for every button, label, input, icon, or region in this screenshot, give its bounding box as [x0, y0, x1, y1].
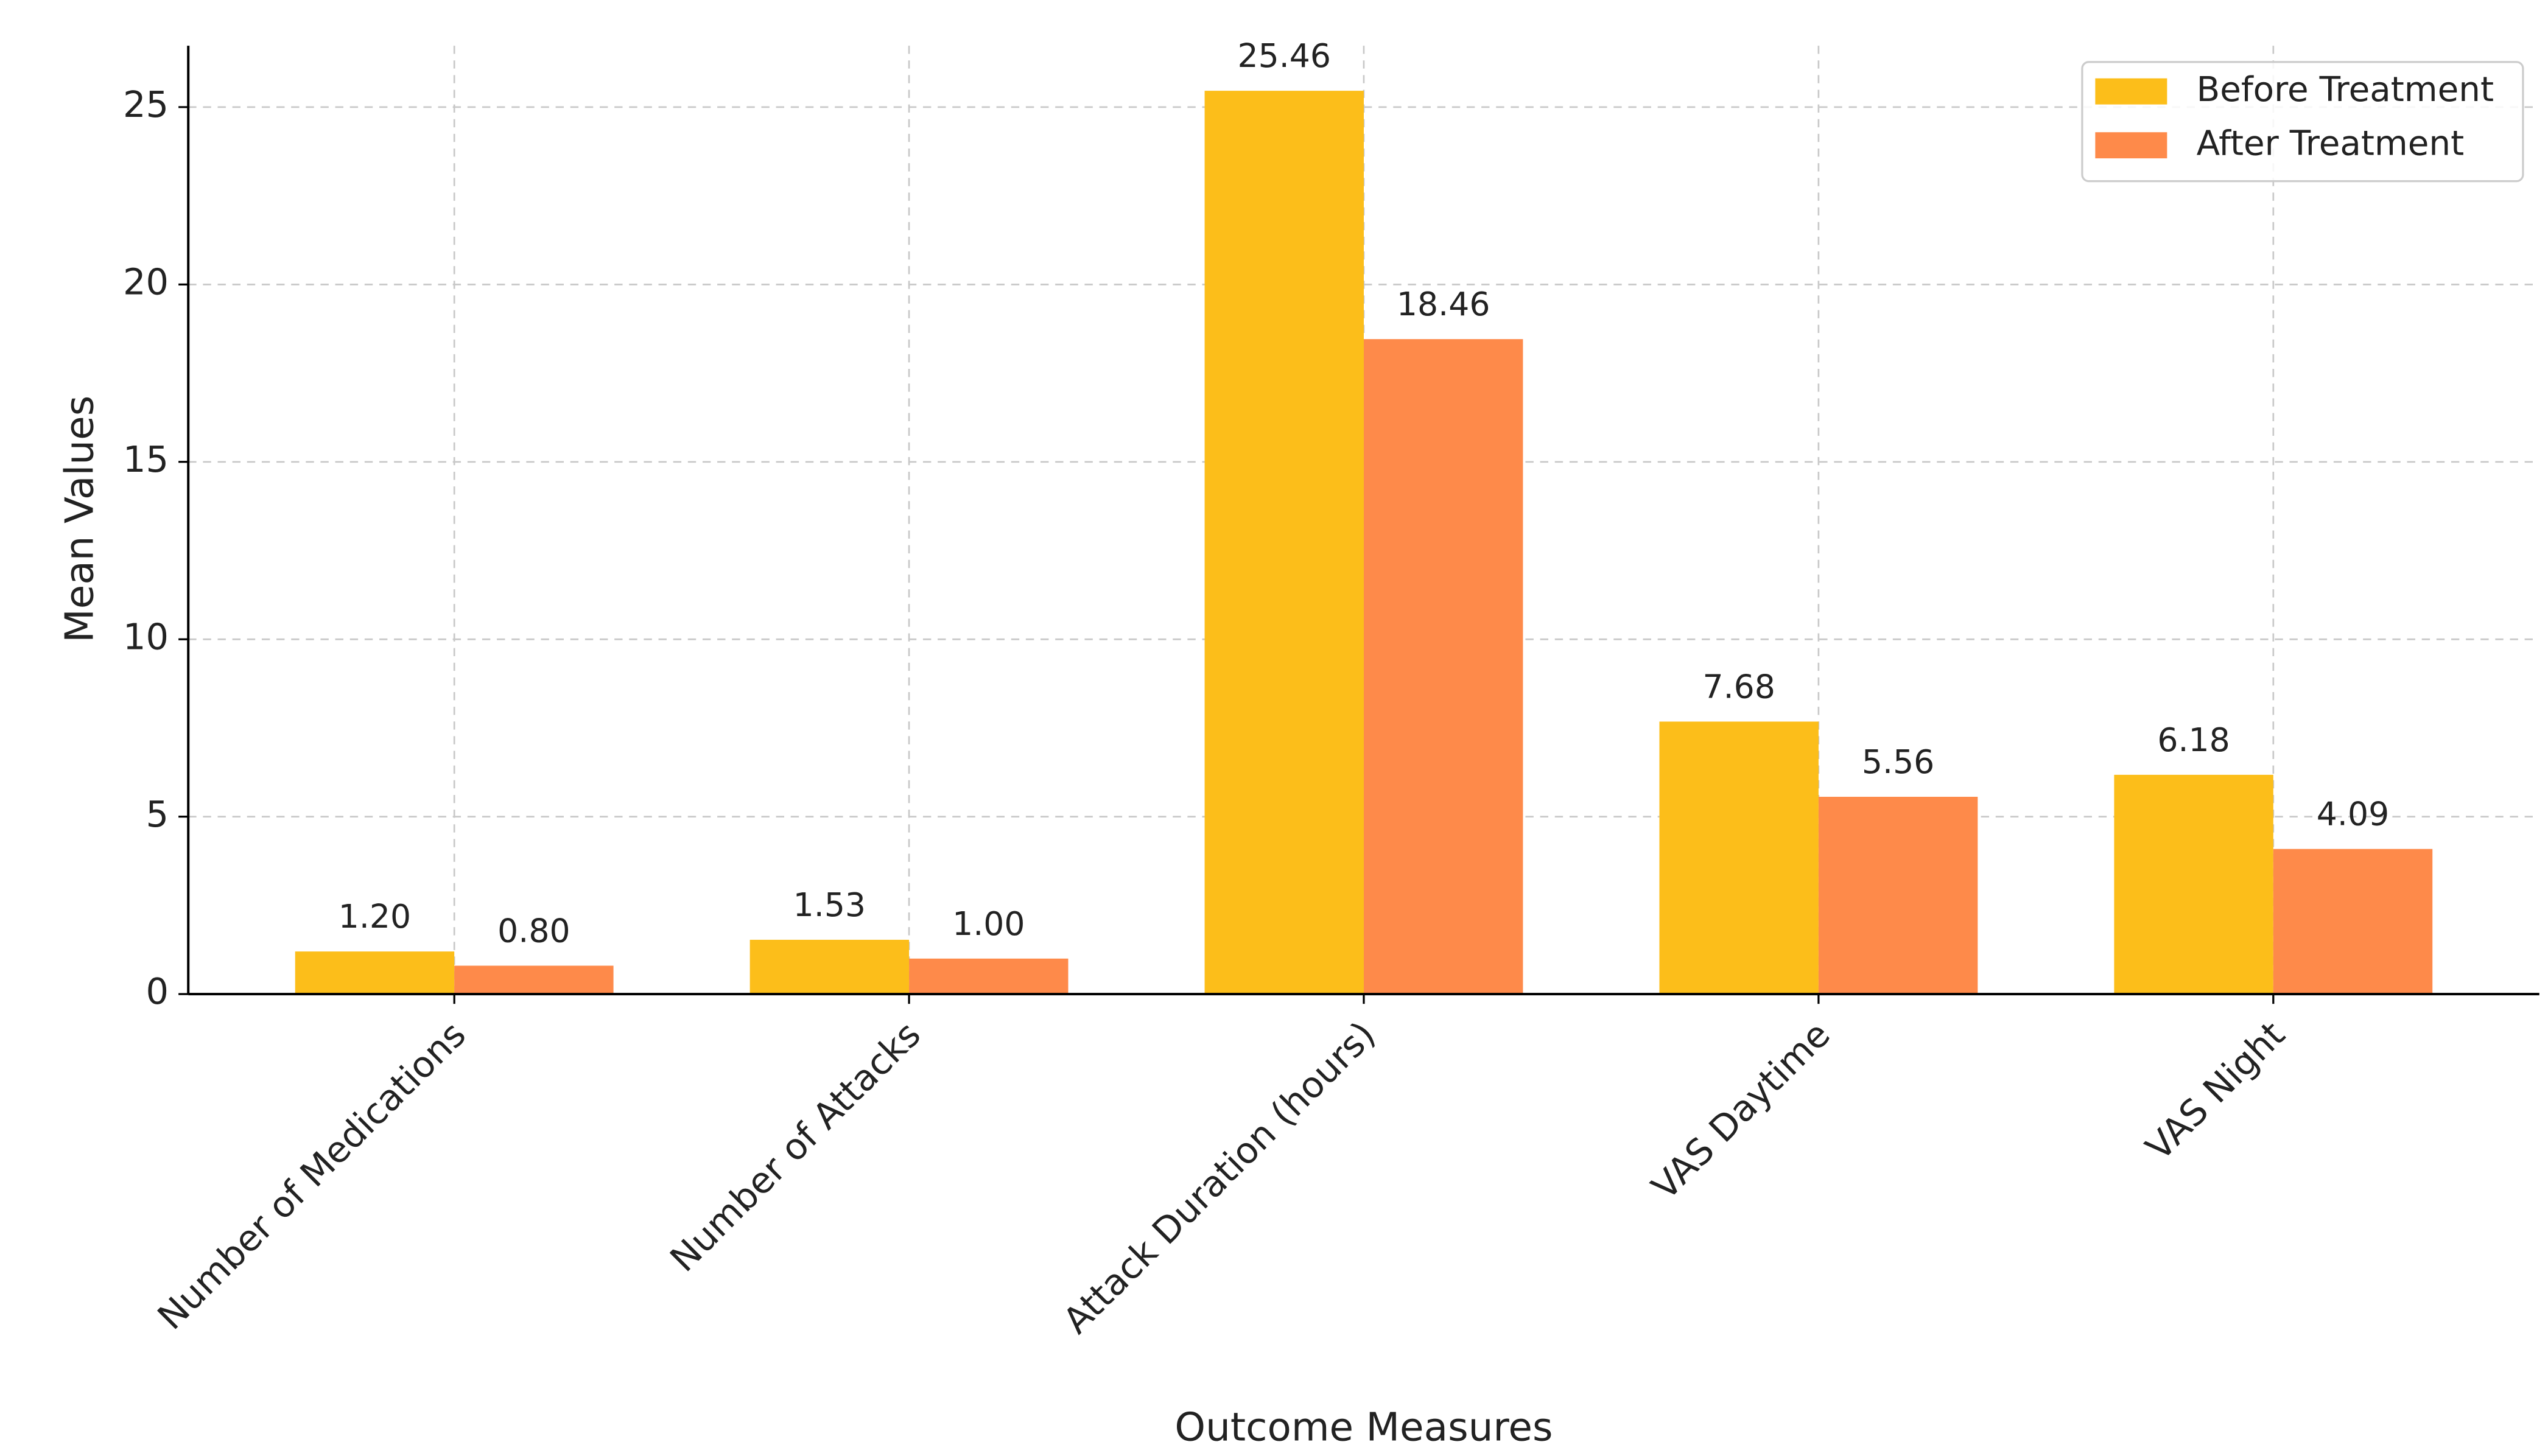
bar	[749, 939, 910, 995]
bar	[2273, 849, 2433, 995]
value-label: 0.80	[497, 911, 570, 950]
x-tick-label: VAS Daytime	[1643, 1013, 1838, 1208]
value-label: 18.46	[1397, 285, 1490, 323]
bar	[2114, 774, 2273, 995]
bar	[1204, 91, 1364, 995]
y-axis-label: Mean Values	[57, 396, 102, 643]
y-tick-label: 15	[123, 438, 169, 480]
value-label: 25.46	[1238, 37, 1332, 75]
value-label: 7.68	[1702, 667, 1775, 705]
legend-label: Before Treatment	[2197, 70, 2494, 110]
x-tick-label: Number of Attacks	[662, 1013, 928, 1280]
x-tick-label: Number of Medications	[149, 1013, 474, 1338]
bar	[454, 965, 614, 995]
y-tick-label: 0	[146, 970, 169, 1012]
value-label: 6.18	[2157, 721, 2230, 759]
value-label: 5.56	[1862, 743, 1934, 781]
legend-box	[2081, 61, 2524, 183]
y-tick-label: 25	[123, 83, 169, 125]
bar	[1363, 339, 1523, 995]
x-tick-label: VAS Night	[2138, 1013, 2293, 1169]
bar	[1659, 721, 1819, 995]
legend-swatch	[2095, 132, 2167, 159]
x-axis-label: Outcome Measures	[1174, 1405, 1553, 1451]
legend-label: After Treatment	[2197, 124, 2465, 163]
value-label: 1.00	[952, 905, 1025, 943]
x-tick-label: Attack Duration (hours)	[1055, 1013, 1383, 1342]
value-label: 1.20	[339, 897, 411, 936]
value-label: 4.09	[2317, 795, 2389, 833]
legend-swatch	[2095, 78, 2167, 105]
bar	[295, 951, 455, 995]
y-tick-label: 5	[146, 793, 169, 835]
bar	[1818, 797, 1978, 995]
y-tick-label: 10	[123, 615, 169, 657]
bar	[909, 958, 1069, 995]
y-tick-label: 20	[123, 261, 169, 303]
value-label: 1.53	[793, 886, 866, 924]
